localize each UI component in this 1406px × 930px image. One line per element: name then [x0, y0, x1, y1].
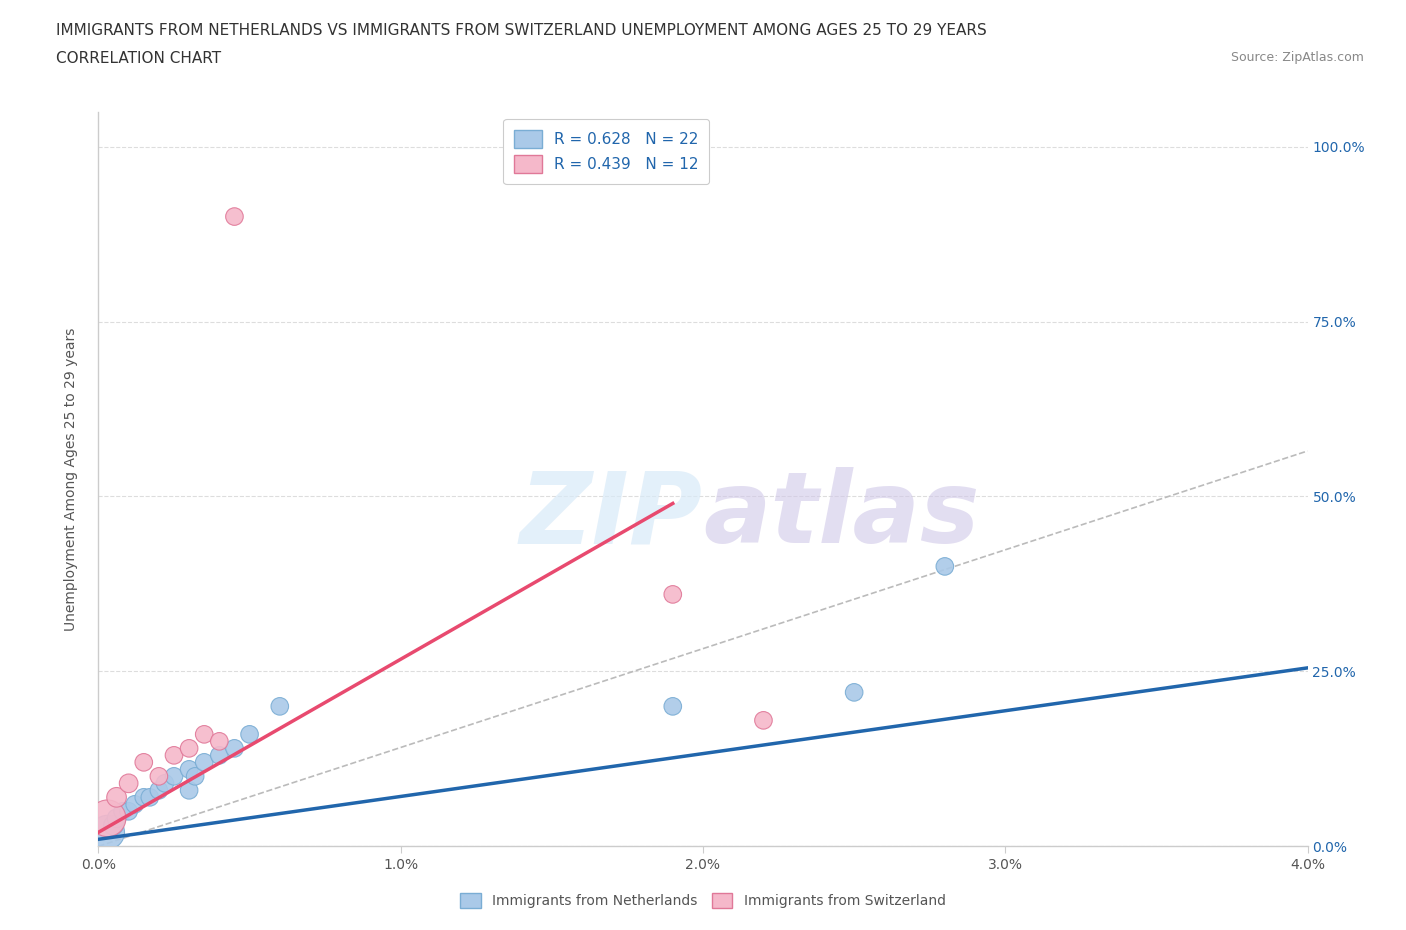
Point	[96, 825, 118, 840]
Point	[148, 769, 170, 784]
Point	[132, 755, 155, 770]
Point	[752, 713, 775, 728]
Point	[661, 699, 683, 714]
Point	[105, 790, 128, 804]
Point	[179, 741, 201, 756]
Point	[179, 783, 201, 798]
Point	[193, 755, 215, 770]
Legend: R = 0.628   N = 22, R = 0.439   N = 12: R = 0.628 N = 22, R = 0.439 N = 12	[503, 119, 709, 183]
Point	[153, 776, 176, 790]
Point	[139, 790, 162, 804]
Point	[179, 762, 201, 777]
Point	[163, 748, 186, 763]
Point	[224, 741, 246, 756]
Legend: Immigrants from Netherlands, Immigrants from Switzerland: Immigrants from Netherlands, Immigrants …	[456, 887, 950, 914]
Point	[934, 559, 956, 574]
Point	[148, 783, 170, 798]
Point	[844, 684, 866, 699]
Point	[269, 699, 291, 714]
Point	[661, 587, 683, 602]
Text: atlas: atlas	[703, 467, 980, 565]
Point	[193, 727, 215, 742]
Text: ZIP: ZIP	[520, 467, 703, 565]
Point	[111, 804, 134, 818]
Point	[239, 727, 262, 742]
Point	[96, 811, 118, 826]
Point	[118, 804, 141, 818]
Point	[132, 790, 155, 804]
Text: CORRELATION CHART: CORRELATION CHART	[56, 51, 221, 66]
Point	[105, 811, 128, 826]
Point	[224, 209, 246, 224]
Point	[124, 797, 146, 812]
Point	[118, 776, 141, 790]
Text: IMMIGRANTS FROM NETHERLANDS VS IMMIGRANTS FROM SWITZERLAND UNEMPLOYMENT AMONG AG: IMMIGRANTS FROM NETHERLANDS VS IMMIGRANT…	[56, 23, 987, 38]
Text: Source: ZipAtlas.com: Source: ZipAtlas.com	[1230, 51, 1364, 64]
Point	[163, 769, 186, 784]
Point	[103, 817, 125, 832]
Point	[208, 748, 231, 763]
Point	[184, 769, 207, 784]
Point	[208, 734, 231, 749]
Y-axis label: Unemployment Among Ages 25 to 29 years: Unemployment Among Ages 25 to 29 years	[63, 327, 77, 631]
